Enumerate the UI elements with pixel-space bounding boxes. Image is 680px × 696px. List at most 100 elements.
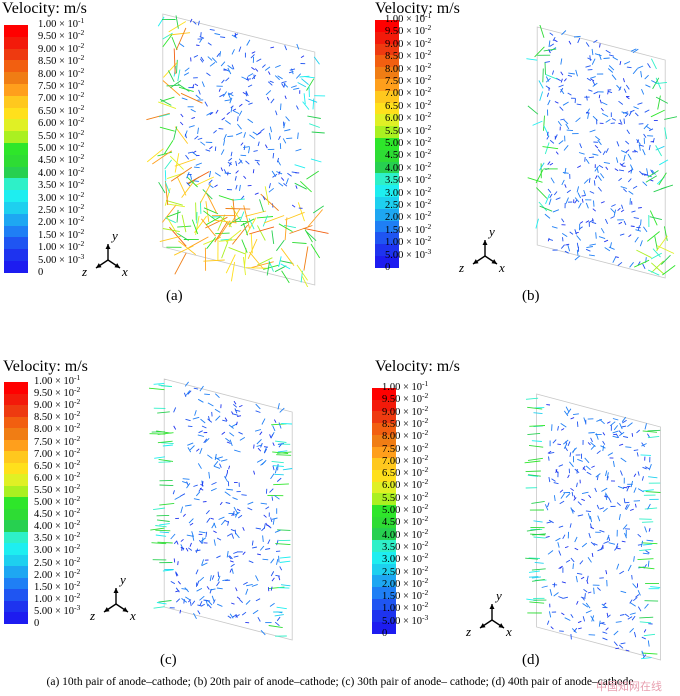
velocity-vector	[527, 105, 539, 115]
velocity-vector	[650, 586, 661, 589]
velocity-vector	[547, 550, 554, 555]
colorbar-segment	[4, 260, 28, 273]
velocity-vector	[611, 204, 616, 207]
velocity-vector	[645, 125, 651, 130]
velocity-vector	[542, 68, 544, 83]
velocity-vector	[230, 106, 233, 113]
velocity-vector	[216, 587, 223, 590]
velocity-vector	[558, 525, 564, 528]
velocity-vector	[643, 174, 649, 176]
colorbar-segment	[375, 208, 399, 221]
colorbar-tick-label: 9.50 × 10-2	[34, 385, 81, 400]
velocity-vector	[164, 170, 167, 181]
velocity-vector	[279, 560, 291, 563]
colorbar-segment	[375, 232, 399, 245]
velocity-vector	[192, 151, 198, 156]
velocity-vector	[664, 127, 668, 140]
velocity-vector	[197, 434, 205, 437]
velocity-vector	[281, 270, 290, 284]
velocity-vector	[192, 150, 197, 154]
velocity-vector	[551, 226, 558, 229]
velocity-vector	[274, 419, 277, 423]
velocity-vector	[214, 456, 221, 461]
tick-exponent: -1	[78, 16, 85, 25]
velocity-vector	[564, 546, 569, 549]
velocity-vector	[576, 235, 582, 241]
velocity-vector	[559, 500, 565, 505]
tick-exponent: -2	[74, 385, 81, 395]
velocity-vector	[633, 449, 639, 451]
velocity-vector	[269, 132, 272, 140]
velocity-vector	[226, 441, 231, 444]
velocity-vector	[561, 233, 568, 237]
velocity-vector	[216, 537, 222, 541]
velocity-vector	[235, 170, 239, 174]
velocity-vector	[600, 173, 605, 179]
velocity-vector	[191, 531, 194, 538]
velocity-vector	[287, 172, 292, 177]
colorbar-segment	[372, 399, 396, 412]
velocity-vector	[560, 58, 563, 65]
colorbar-segment	[372, 458, 396, 470]
tick-mantissa: 3.50	[34, 533, 53, 545]
velocity-vector	[585, 510, 592, 513]
velocity-vector	[166, 203, 185, 208]
velocity-vector	[146, 112, 170, 121]
velocity-vector	[543, 115, 545, 131]
velocity-vector	[583, 588, 588, 593]
velocity-vector	[307, 115, 321, 119]
velocity-vector	[157, 440, 173, 444]
velocity-vector	[567, 441, 571, 447]
velocity-vector	[224, 417, 228, 422]
colorbar-segment	[4, 201, 28, 214]
velocity-vector	[263, 264, 279, 270]
tick-mantissa: 1.00	[385, 237, 404, 249]
tick-mantissa: 5.00	[38, 143, 57, 154]
velocity-vector	[294, 164, 306, 169]
velocity-vector	[574, 197, 580, 203]
velocity-vector	[641, 521, 654, 523]
velocity-vector	[588, 177, 591, 183]
velocity-vector	[625, 149, 630, 153]
velocity-vector	[204, 437, 210, 443]
velocity-vector	[561, 581, 566, 584]
velocity-vector	[208, 471, 211, 479]
velocity-vector	[600, 107, 604, 112]
velocity-vector	[642, 654, 647, 659]
velocity-vector	[547, 99, 551, 106]
velocity-vector	[159, 502, 175, 506]
velocity-vector	[231, 568, 234, 574]
velocity-vector	[180, 92, 203, 104]
velocity-vector	[636, 429, 641, 434]
velocity-vector	[235, 587, 238, 592]
velocity-vector	[560, 118, 565, 121]
velocity-vector	[162, 80, 181, 96]
velocity-vector	[539, 162, 545, 171]
velocity-vector	[553, 39, 558, 43]
velocity-vector	[615, 621, 622, 623]
velocity-vector	[582, 616, 586, 622]
velocity-vector	[278, 171, 281, 175]
velocity-vector	[595, 473, 601, 478]
velocity-vector	[268, 71, 271, 75]
velocity-vector	[297, 82, 307, 88]
velocity-vector	[547, 188, 552, 193]
velocity-vector	[641, 657, 652, 660]
velocity-vector	[637, 225, 640, 231]
velocity-vector	[629, 164, 634, 171]
panel-d: Velocity: m/s 1.00 × 10-1 9.50 × 10-2 9.00…	[370, 352, 680, 682]
colorbar-tick-label: 4.00 × 10-2	[38, 164, 85, 179]
velocity-vector	[221, 79, 225, 84]
velocity-vector	[252, 169, 255, 174]
tick-exponent: -2	[425, 48, 432, 58]
velocity-vector	[584, 457, 590, 464]
velocity-vector	[233, 555, 239, 558]
tick-mantissa: 1.00	[34, 376, 53, 387]
velocity-vector	[650, 252, 663, 260]
velocity-vector	[600, 622, 606, 625]
tick-mantissa: 6.00	[385, 113, 404, 125]
velocity-vector	[278, 256, 282, 268]
velocity-vector	[214, 453, 217, 461]
velocity-vector	[551, 70, 555, 75]
velocity-vector	[591, 221, 597, 225]
